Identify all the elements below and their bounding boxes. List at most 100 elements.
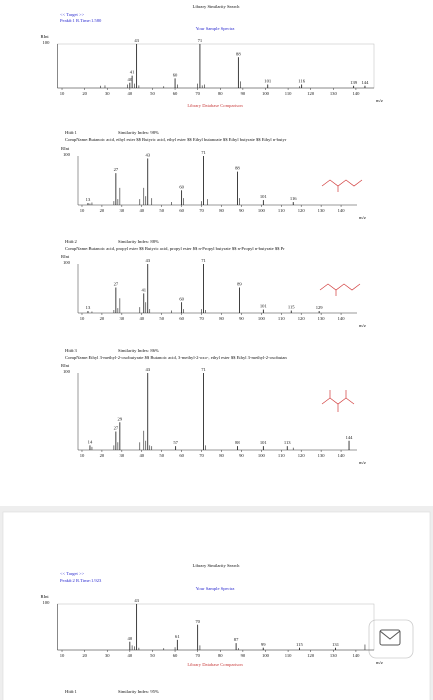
x-tick-label: 90	[239, 453, 244, 458]
x-tick-label: 60	[179, 208, 184, 213]
x-tick-label: 60	[179, 453, 184, 458]
x-tick-label: 60	[173, 91, 178, 96]
y-top-label: 100	[63, 152, 71, 157]
hit-number: Hit#:3	[65, 348, 77, 353]
x-tick-label: 120	[298, 453, 306, 458]
similarity-index: Similarity Index: 98%	[118, 130, 159, 135]
x-tick-label: 40	[139, 453, 144, 458]
x-tick-label: 40	[139, 316, 144, 321]
peak-label: 71	[198, 38, 203, 43]
peak-label: 27	[114, 167, 119, 172]
x-tick-label: 110	[278, 453, 285, 458]
x-tick-label: 120	[298, 208, 306, 213]
peak-label: 115	[288, 305, 295, 310]
peak-label: 131	[332, 642, 340, 647]
x-tick-label: 140	[352, 653, 360, 658]
peak-label: 71	[201, 150, 206, 155]
structure-icon	[319, 283, 361, 296]
x-tick-label: 110	[278, 208, 285, 213]
x-tick-label: 110	[285, 653, 292, 658]
peak-label: 41	[141, 287, 146, 292]
x-tick-label: 70	[195, 653, 200, 658]
x-tick-label: 30	[120, 453, 125, 458]
x-axis-label: m/z	[376, 98, 383, 103]
x-tick-label: 70	[199, 316, 204, 321]
peak-label: 27	[114, 282, 119, 287]
peak-label: 60	[179, 184, 184, 189]
x-tick-label: 60	[173, 653, 178, 658]
peak-label: 41	[130, 70, 135, 75]
x-tick-label: 50	[150, 91, 155, 96]
similarity-index: Similarity Index: 95%	[118, 689, 159, 694]
peak-label: 116	[298, 79, 305, 84]
feedback-button[interactable]	[368, 619, 414, 659]
x-tick-label: 90	[239, 208, 244, 213]
hit-number: Hit#:1	[65, 130, 77, 135]
x-tick-label: 130	[318, 208, 326, 213]
peak-label: 89	[237, 282, 242, 287]
peak-label: 43	[134, 598, 139, 603]
x-tick-label: 120	[307, 91, 315, 96]
peak-label: 70	[195, 619, 200, 624]
peak-label: 88	[235, 440, 240, 445]
sample-title: Your Sample Spectra	[196, 26, 235, 31]
x-tick-label: 100	[258, 316, 266, 321]
x-tick-label: 100	[258, 208, 266, 213]
x-tick-label: 20	[82, 91, 87, 96]
peak-label: 57	[173, 440, 178, 445]
peak-label: 88	[235, 166, 240, 171]
comparison-title: Library Database Comparison	[187, 662, 243, 667]
peak-label: 144	[362, 80, 370, 85]
compound-name: CompName:Butanoic acid, propyl ester $$ …	[65, 246, 285, 252]
x-tick-label: 100	[262, 91, 270, 96]
structure-icon	[321, 179, 363, 192]
x-tick-label: 10	[80, 453, 85, 458]
x-tick-label: 130	[318, 316, 326, 321]
x-tick-label: 80	[218, 91, 223, 96]
x-tick-label: 120	[298, 316, 306, 321]
feedback-button-bg[interactable]	[368, 619, 414, 659]
x-tick-label: 50	[159, 316, 164, 321]
peak-label: 71	[201, 367, 206, 372]
peak-label: 87	[234, 637, 239, 642]
x-axis-label: m/z	[376, 660, 383, 665]
x-tick-label: 80	[219, 208, 224, 213]
y-axis-label: RInt	[61, 146, 70, 151]
x-tick-label: 10	[60, 91, 65, 96]
x-tick-label: 20	[100, 453, 105, 458]
peak-label: 43	[145, 153, 150, 158]
y-axis-label: RInt	[61, 363, 70, 368]
peak-label: 60	[179, 296, 184, 301]
x-axis-label: m/z	[359, 323, 366, 328]
x-tick-label: 140	[338, 316, 346, 321]
y-top-label: 100	[63, 260, 71, 265]
x-tick-label: 90	[239, 316, 244, 321]
peak-label: 144	[346, 435, 354, 440]
peak-label: 113	[284, 440, 291, 445]
page-card	[0, 0, 433, 506]
target-label: << Target >>	[60, 571, 85, 576]
peak-label: 115	[296, 642, 303, 647]
x-tick-label: 110	[278, 316, 285, 321]
comparison-title: Library Database Comparison	[187, 103, 243, 108]
x-tick-label: 60	[179, 316, 184, 321]
peak-label: 129	[316, 305, 324, 310]
x-tick-label: 130	[318, 453, 326, 458]
structure-icon	[321, 390, 355, 412]
x-tick-label: 90	[241, 653, 246, 658]
y-top-label: 100	[63, 369, 71, 374]
peak-info: Peak#:1 R.Time:1.580	[60, 18, 102, 23]
similarity-index: Similarity Index: 86%	[118, 348, 159, 353]
x-tick-label: 30	[105, 91, 110, 96]
x-tick-label: 30	[120, 208, 125, 213]
peak-label: 43	[134, 38, 139, 43]
peak-info: Peak#:2 R.Time:1.923	[60, 578, 102, 583]
target-label: << Target >>	[60, 12, 85, 17]
peak-label: 101	[260, 304, 268, 309]
page-card	[2, 511, 431, 700]
peak-label: 43	[145, 367, 150, 372]
envelope-flap	[379, 630, 401, 640]
compound-name: CompName:Ethyl 3-methyl-2-oxobutyrate $$…	[65, 355, 287, 361]
sample-title: Your Sample Spectra	[196, 586, 235, 591]
